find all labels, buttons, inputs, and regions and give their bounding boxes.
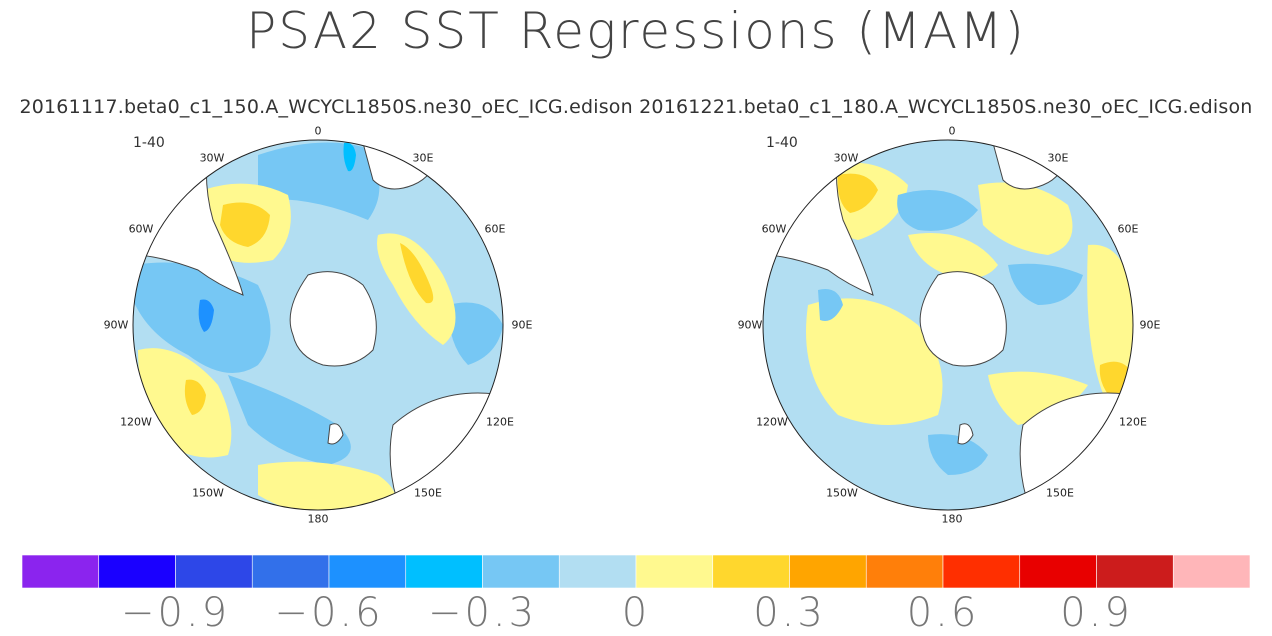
sst-region-positive: [837, 173, 878, 213]
colorbar-swatch: [865, 555, 944, 588]
sst-region-negative: [343, 142, 356, 172]
panel-label: 1-40: [133, 135, 165, 151]
sst-region-positive: [184, 379, 206, 415]
map-right-svg: [762, 139, 1134, 511]
lon-label: 90E: [1139, 318, 1161, 332]
australia-land: [389, 392, 503, 510]
chart-subtitle: 20161117.beta0_c1_150.A_WCYCL1850S.ne30_…: [19, 96, 1253, 118]
lon-label: 150E: [1046, 486, 1074, 500]
lon-label: 60E: [484, 222, 506, 236]
lon-label: 60E: [1117, 222, 1139, 236]
map-boundary: [132, 139, 504, 511]
map-panel-left: 1-40 0 30E 60E 90E 120E 150E 180 150W 12…: [104, 124, 533, 530]
sst-region-negative: [198, 299, 214, 332]
colorbar-swatch: [98, 555, 176, 588]
colorbar-swatch: [789, 555, 867, 588]
colorbar-tick-label: 0.9: [1060, 590, 1133, 636]
colorbar-tick-label: 0: [621, 590, 651, 636]
colorbar-swatch: [482, 555, 560, 588]
sst-region-negative: [818, 289, 843, 321]
sst-region-positive: [806, 298, 943, 425]
sst-region-negative: [897, 190, 978, 231]
lon-label: 180: [307, 512, 329, 526]
lon-label: 90E: [511, 318, 533, 332]
lon-label: 120W: [120, 415, 152, 429]
australia-land: [1019, 392, 1133, 510]
colorbar-swatch: [635, 555, 714, 588]
colorbar-swatch: [22, 555, 100, 588]
antarctica-land: [289, 271, 377, 367]
map-boundary: [762, 139, 1134, 511]
sst-region-negative: [228, 375, 351, 465]
panel-label: 1-40: [766, 135, 798, 151]
colorbar-swatch: [328, 555, 407, 588]
sst-region-positive: [400, 243, 434, 304]
colorbar-swatch: [251, 555, 330, 588]
sst-region-positive: [220, 202, 270, 247]
lon-label: 30E: [1047, 151, 1069, 165]
sst-region-positive: [988, 371, 1088, 425]
chart-title: PSA2 SST Regressions (MAM): [246, 2, 1026, 60]
colorbar-tick-label: 0.6: [906, 590, 980, 636]
colorbar-swatch: [1172, 555, 1250, 588]
new-zealand-land: [957, 423, 974, 445]
lon-label: 150W: [826, 486, 858, 500]
colorbar-tick-label: −0.9: [120, 590, 231, 636]
sst-region-negative: [928, 434, 988, 475]
colorbar-swatch: [942, 555, 1021, 588]
new-zealand-land: [327, 423, 344, 445]
sst-region-negative: [448, 302, 503, 365]
lon-label: 150W: [192, 486, 224, 500]
sst-region-positive: [908, 233, 998, 279]
lon-label: 120W: [756, 415, 788, 429]
lon-label: 150E: [414, 486, 442, 500]
colorbar-tick-label: −0.3: [427, 590, 538, 636]
sst-region-positive: [978, 182, 1073, 255]
lon-label: 60W: [128, 222, 154, 236]
colorbar-swatch: [1019, 555, 1097, 588]
lon-label: 30W: [199, 151, 225, 165]
lon-label: 120E: [1119, 415, 1147, 429]
colorbar-swatch: [175, 555, 253, 588]
lon-label: 120E: [486, 415, 514, 429]
colorbar-tick-label: −0.6: [274, 590, 384, 636]
colorbar-tick-label: 0.3: [753, 590, 826, 636]
lon-label: 180: [941, 512, 963, 526]
lon-label: 30E: [412, 151, 434, 165]
colorbar: [22, 555, 1250, 588]
colorbar-swatch: [405, 555, 483, 588]
antarctica-land: [919, 271, 1007, 367]
colorbar-swatch: [558, 555, 637, 588]
lon-label: 0: [948, 124, 956, 138]
lon-label: 30W: [833, 151, 859, 165]
sst-region-negative: [1008, 263, 1083, 305]
lon-label: 90W: [737, 318, 763, 332]
colorbar-swatch: [712, 555, 790, 588]
map-left-svg: [132, 139, 504, 511]
map-panel-right: 1-40 0 30E 60E 90E 120E 150E 180 150W 12…: [737, 124, 1161, 530]
lon-label: 60W: [761, 222, 787, 236]
colorbar-swatch: [1096, 555, 1174, 588]
lon-label: 0: [314, 124, 322, 138]
lon-label: 90W: [103, 318, 129, 332]
